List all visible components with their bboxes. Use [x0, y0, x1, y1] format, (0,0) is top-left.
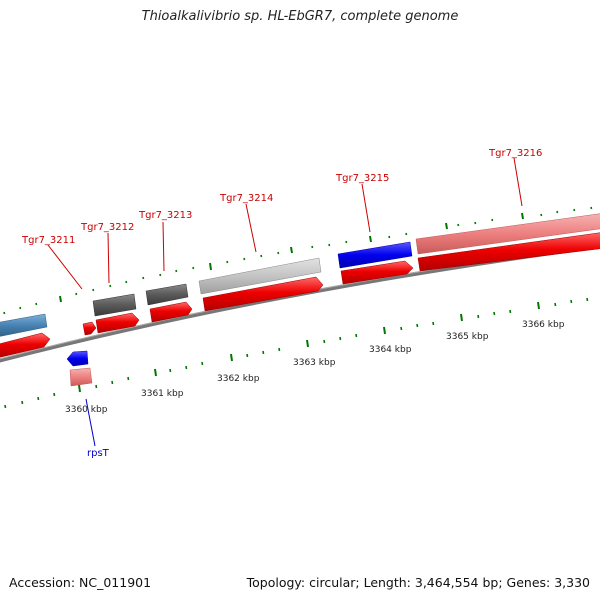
cds-arrow-3213[interactable] [149, 301, 193, 323]
gene-label-tgr7-3213[interactable]: Tgr7_3213 [138, 210, 192, 221]
map-title: Thioalkalivibrio sp. HL-EbGR7, complete … [141, 9, 459, 24]
cds-arrow-3212[interactable] [95, 312, 140, 334]
feature-light-3214[interactable] [198, 257, 322, 295]
genome-summary-text: Topology: circular; Length: 3,464,554 bp… [246, 575, 590, 590]
feature-steel-left[interactable] [0, 313, 48, 337]
gene-label-tgr7-3215[interactable]: Tgr7_3215 [335, 173, 389, 184]
feature-dark-3213[interactable] [145, 283, 189, 306]
feature-blue-rpsT[interactable] [66, 350, 89, 367]
feature-blue-3215[interactable] [337, 241, 413, 269]
outer-tick-ring [3, 206, 593, 315]
cds-arrow-left[interactable] [0, 332, 51, 358]
tick-label-3361: 3361 kbp [141, 389, 184, 399]
gene-label-tgr7-3211[interactable]: Tgr7_3211 [21, 235, 75, 246]
tick-label-3365: 3365 kbp [446, 332, 489, 342]
cds-arrow-3215[interactable] [340, 260, 414, 285]
cds-arrow-3214[interactable] [202, 276, 324, 312]
cds-arrow-3216[interactable] [417, 232, 600, 272]
accession-text: Accession: NC_011901 [9, 575, 152, 590]
tick-label-3364: 3364 kbp [369, 345, 412, 355]
forward-cds-track [0, 232, 600, 358]
gene-label-tgr7-3214[interactable]: Tgr7_3214 [219, 193, 273, 204]
tick-label-3363: 3363 kbp [293, 358, 336, 368]
tick-label-3366: 3366 kbp [522, 320, 565, 330]
tick-label-3362: 3362 kbp [217, 374, 260, 384]
gene-label-rpsT[interactable]: rpsT [87, 448, 110, 459]
backbone-highlight [0, 244, 600, 360]
feature-pink-3216[interactable] [415, 213, 600, 255]
gene-label-tgr7-3216[interactable]: Tgr7_3216 [488, 148, 542, 159]
inner-tick-ring [4, 297, 589, 409]
tick-label-3360: 3360 kbp [65, 405, 108, 415]
gene-label-tgr7-3212[interactable]: Tgr7_3212 [80, 222, 134, 233]
feature-dark-3212[interactable] [92, 293, 137, 317]
label-leaders [47, 157, 523, 447]
outer-feature-track [0, 213, 600, 337]
feature-pink-rpsT[interactable] [69, 367, 93, 387]
cds-arrow-small[interactable] [82, 321, 97, 336]
